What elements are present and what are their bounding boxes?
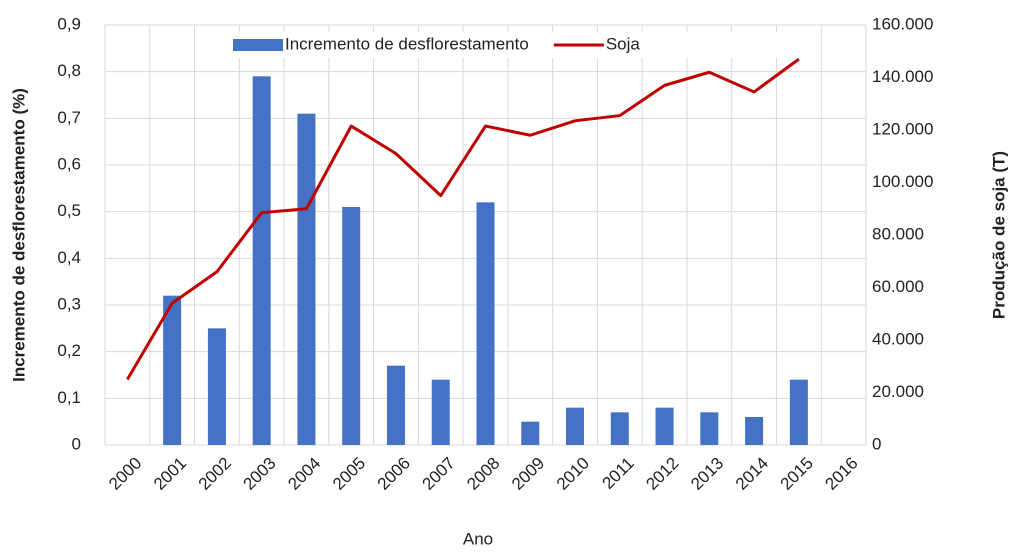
x-tick-label: 2005 bbox=[329, 454, 369, 494]
bar bbox=[297, 113, 316, 446]
x-tick-label: 2010 bbox=[553, 454, 593, 494]
x-tick-label: 2001 bbox=[150, 454, 190, 494]
x-tick-label: 2003 bbox=[239, 454, 279, 494]
y2-tick-label: 120.000 bbox=[872, 119, 933, 138]
bar bbox=[431, 379, 450, 445]
x-tick-label: 2011 bbox=[599, 454, 638, 493]
bar bbox=[386, 365, 405, 445]
x-tick-label: 2012 bbox=[642, 454, 682, 494]
x-tick-label: 2014 bbox=[732, 454, 772, 494]
y-axis-title: Incremento de desflorestamento (%) bbox=[9, 88, 28, 382]
bar bbox=[610, 412, 629, 445]
x-tick-label: 2009 bbox=[508, 454, 548, 494]
y-tick-label: 0,9 bbox=[57, 14, 81, 33]
bar bbox=[655, 407, 674, 445]
y2-tick-label: 140.000 bbox=[872, 67, 933, 86]
y-tick-label: 0,3 bbox=[57, 294, 81, 313]
y-tick-label: 0,6 bbox=[57, 154, 81, 173]
y2-tick-label: 100.000 bbox=[872, 172, 933, 191]
y-tick-label: 0,4 bbox=[57, 248, 81, 267]
y2-tick-label: 0 bbox=[872, 434, 881, 453]
x-tick-label: 2007 bbox=[419, 454, 459, 494]
y-tick-label: 0,1 bbox=[57, 388, 81, 407]
x-tick-label: 2002 bbox=[195, 454, 235, 494]
bar bbox=[521, 421, 540, 445]
x-tick-label: 2006 bbox=[374, 454, 414, 494]
bar bbox=[745, 417, 764, 445]
x-tick-label: 2015 bbox=[777, 454, 817, 494]
y2-tick-label: 40.000 bbox=[872, 329, 924, 348]
bar bbox=[207, 328, 226, 445]
bar bbox=[700, 412, 719, 445]
legend-bg bbox=[228, 32, 783, 58]
x-tick-label: 2004 bbox=[284, 454, 324, 494]
y-tick-label: 0,5 bbox=[57, 201, 81, 220]
bar bbox=[163, 295, 182, 445]
x-axis-title: Ano bbox=[463, 529, 493, 548]
y2-tick-label: 80.000 bbox=[872, 224, 924, 243]
bar bbox=[566, 407, 585, 445]
y2-axis-title: Produção de soja (T) bbox=[989, 151, 1008, 319]
bar bbox=[476, 202, 495, 445]
y-tick-label: 0 bbox=[72, 434, 81, 453]
y2-tick-label: 20.000 bbox=[872, 382, 924, 401]
legend-swatch bbox=[233, 39, 283, 51]
x-tick-label: 2016 bbox=[821, 454, 861, 494]
y-tick-label: 0,8 bbox=[57, 61, 81, 80]
bar bbox=[342, 207, 361, 445]
y2-tick-label: 160.000 bbox=[872, 14, 933, 33]
legend-label: Incremento de desflorestamento bbox=[285, 34, 529, 53]
line bbox=[126, 57, 800, 381]
x-tick-label: 2008 bbox=[463, 454, 503, 494]
legend-label: Soja bbox=[606, 34, 641, 53]
x-tick-label: 2000 bbox=[105, 454, 145, 494]
y-tick-label: 0,7 bbox=[57, 108, 81, 127]
x-tick-label: 2013 bbox=[687, 454, 727, 494]
bar bbox=[252, 76, 271, 445]
bar bbox=[789, 379, 808, 445]
y-tick-label: 0,2 bbox=[57, 341, 81, 360]
y2-tick-label: 60.000 bbox=[872, 277, 924, 296]
